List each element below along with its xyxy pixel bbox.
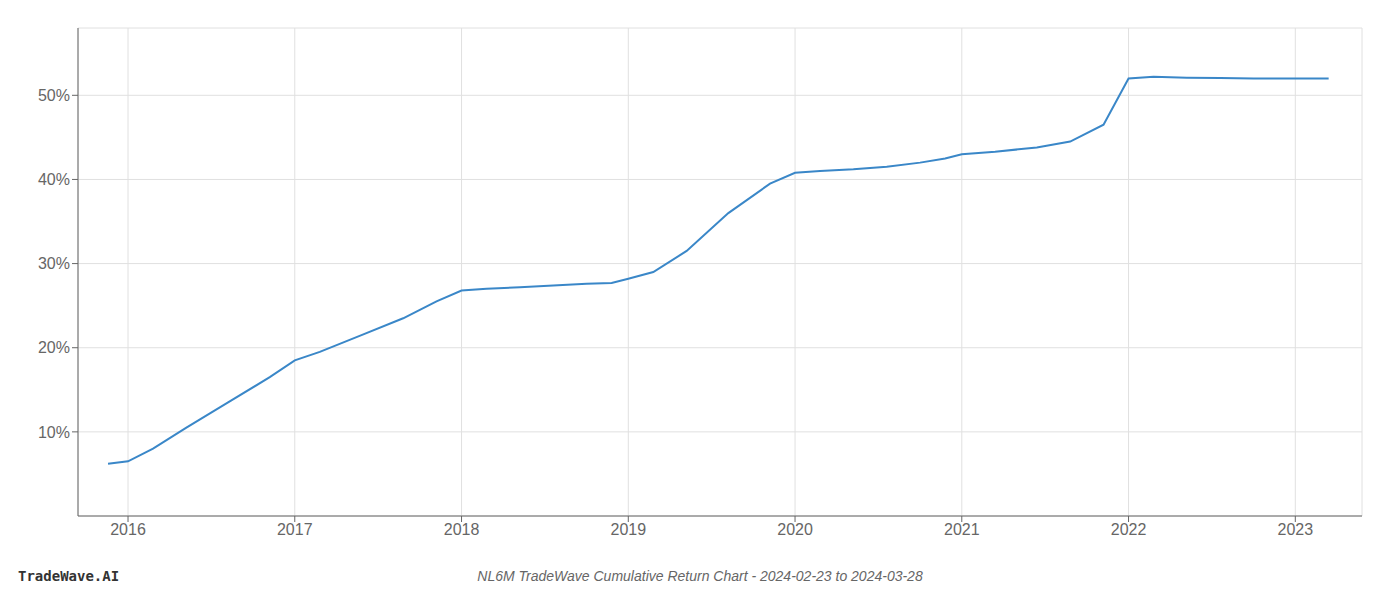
svg-text:40%: 40% xyxy=(38,171,70,188)
svg-text:2018: 2018 xyxy=(444,521,480,538)
svg-text:10%: 10% xyxy=(38,424,70,441)
html-text:NL6M TradeWave Cumulative Retu: NL6M TradeWave Cumulative Return Chart -… xyxy=(477,568,923,584)
svg-text:2017: 2017 xyxy=(277,521,313,538)
svg-text:2022: 2022 xyxy=(1111,521,1147,538)
svg-text:50%: 50% xyxy=(38,87,70,104)
svg-text:2020: 2020 xyxy=(777,521,813,538)
svg-text:2023: 2023 xyxy=(1278,521,1314,538)
svg-text:20%: 20% xyxy=(38,339,70,356)
svg-text:2021: 2021 xyxy=(944,521,980,538)
svg-text:30%: 30% xyxy=(38,255,70,272)
html-text:TradeWave.AI: TradeWave.AI xyxy=(18,568,120,584)
svg-text:2016: 2016 xyxy=(110,521,146,538)
svg-text:2019: 2019 xyxy=(610,521,646,538)
